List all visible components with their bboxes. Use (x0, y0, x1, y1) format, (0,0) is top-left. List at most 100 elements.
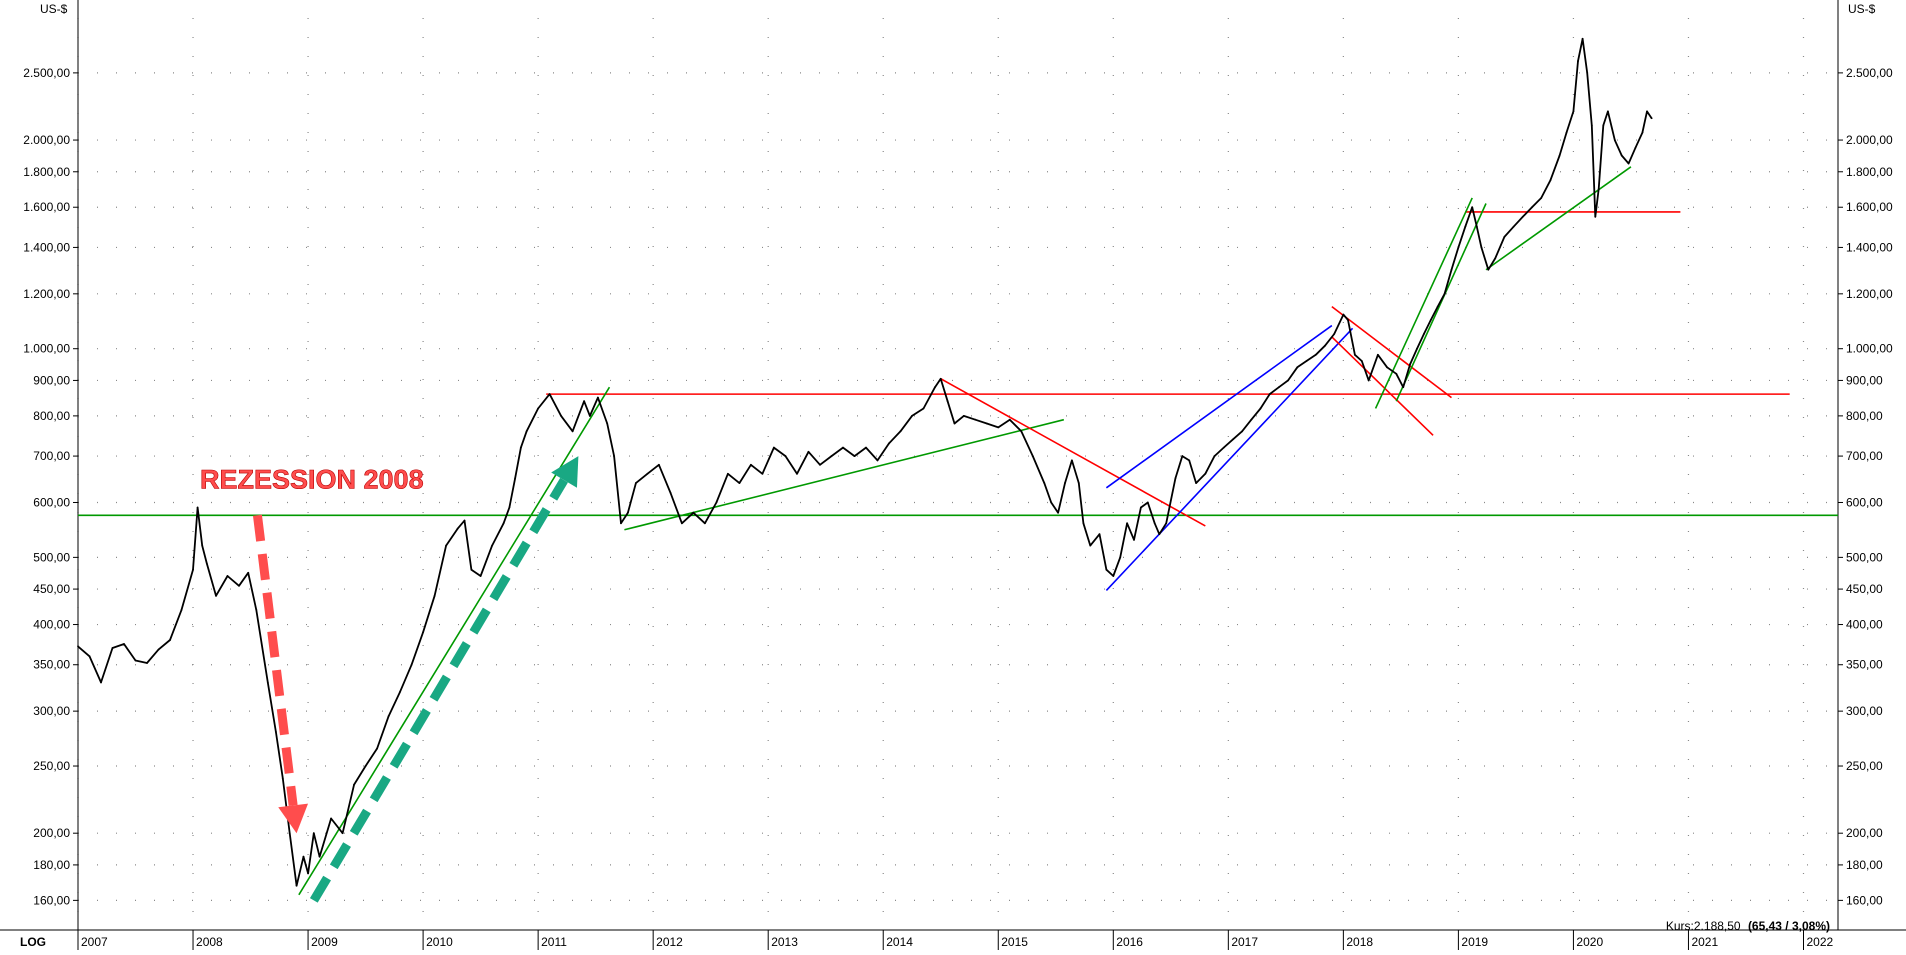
series-point-102 (1077, 482, 1080, 484)
y-tick-label-left-13: 1.000,00 (23, 342, 70, 356)
series-point-23 (295, 884, 298, 887)
trendlines (78, 166, 1838, 896)
series-point-108 (1119, 556, 1122, 559)
y-tick-label-left-11: 800,00 (33, 409, 70, 423)
series-point-122 (1222, 446, 1225, 449)
trendline-9 (1331, 336, 1434, 436)
series-point-87 (939, 377, 942, 380)
series-point-179 (1641, 131, 1644, 134)
y-tick-label-left-17: 1.800,00 (23, 165, 70, 179)
series-point-21 (281, 777, 284, 780)
series-point-167 (1577, 60, 1579, 62)
series-point-48 (525, 430, 528, 433)
series-point-169 (1586, 71, 1589, 74)
series-point-172 (1597, 188, 1600, 190)
series-point-34 (399, 690, 401, 693)
series-point-111 (1140, 506, 1142, 509)
y-tick-label-right-0: 160,00 (1846, 893, 1883, 907)
series-point-123 (1232, 438, 1234, 441)
x-tick-label-5: 2012 (656, 935, 683, 949)
y-tick-label-left-5: 350,00 (33, 658, 70, 672)
y-tick-label-right-7: 450,00 (1846, 582, 1883, 596)
series-point-152 (1464, 225, 1467, 228)
series-point-71 (761, 472, 764, 475)
series-point-53 (583, 400, 586, 403)
trendline-6 (1105, 324, 1333, 489)
series-point-109 (1126, 522, 1128, 525)
series-point-83 (899, 430, 902, 433)
series-point-75 (807, 450, 810, 453)
series-point-129 (1287, 379, 1290, 382)
x-tick-label-6: 2013 (771, 935, 798, 949)
series-point-52 (571, 430, 574, 433)
series-point-13 (205, 562, 208, 565)
annotation-rezession: REZESSION 2008 (200, 464, 424, 494)
series-point-116 (1174, 477, 1177, 480)
series-point-163 (1549, 179, 1552, 182)
series-point-128 (1278, 386, 1280, 389)
series-point-29 (341, 832, 344, 835)
series-point-132 (1314, 353, 1317, 356)
series-point-97 (1043, 482, 1046, 484)
y-unit-left: US-$ (40, 2, 68, 16)
series-point-158 (1503, 235, 1506, 238)
quote-price: Kurs:2.188,50 (1666, 919, 1741, 933)
series-point-11 (196, 506, 199, 509)
series-point-4 (123, 643, 125, 645)
series-point-119 (1195, 482, 1198, 484)
series-point-155 (1480, 246, 1483, 249)
series-point-60 (635, 482, 637, 484)
series-point-126 (1259, 407, 1262, 410)
series-point-46 (514, 477, 517, 480)
series-point-10 (192, 568, 194, 571)
series-point-120 (1204, 472, 1207, 475)
trendline-4 (624, 418, 1065, 531)
y-tick-label-right-8: 500,00 (1846, 550, 1883, 564)
series-point-86 (934, 386, 936, 389)
series-point-90 (962, 414, 965, 417)
series-point-45 (508, 506, 511, 509)
series-point-69 (738, 482, 741, 484)
series-point-70 (750, 463, 752, 466)
series-point-170 (1590, 124, 1593, 127)
x-tick-label-9: 2016 (1116, 935, 1143, 949)
y-tick-label-left-3: 250,00 (33, 759, 70, 773)
series-point-142 (1395, 372, 1398, 375)
series-point-175 (1613, 139, 1616, 141)
series-point-99 (1057, 511, 1059, 514)
arrow-shaft-1 (309, 477, 568, 903)
series-point-168 (1581, 37, 1584, 40)
series-point-125 (1250, 418, 1253, 421)
y-tick-label-right-1: 180,00 (1846, 858, 1883, 872)
series-point-138 (1360, 360, 1363, 362)
y-tick-label-right-6: 400,00 (1846, 618, 1883, 632)
series-point-130 (1296, 366, 1299, 369)
series-point-35 (410, 663, 413, 666)
y-tick-label-right-3: 250,00 (1846, 759, 1883, 773)
y-tick-label-right-5: 350,00 (1846, 658, 1883, 672)
y-tick-label-right-13: 1.000,00 (1846, 342, 1893, 356)
series-point-121 (1213, 455, 1216, 457)
y-tick-label-left-0: 160,00 (33, 893, 70, 907)
series-point-114 (1158, 533, 1161, 536)
series-point-146 (1422, 333, 1425, 335)
series-point-164 (1558, 154, 1561, 157)
series-point-74 (796, 472, 798, 475)
series-point-176 (1620, 154, 1623, 157)
series-point-103 (1082, 522, 1085, 525)
y-tick-label-right-18: 2.000,00 (1846, 133, 1893, 147)
series-point-143 (1402, 386, 1405, 389)
series-point-59 (626, 511, 629, 514)
series-point-9 (180, 608, 183, 611)
series-point-85 (922, 407, 925, 410)
series-point-2 (100, 681, 102, 684)
series-point-80 (865, 446, 867, 449)
series-point-72 (773, 446, 775, 449)
y-tick-label-right-15: 1.400,00 (1846, 240, 1893, 254)
series-point-171 (1594, 215, 1597, 218)
series-point-66 (704, 522, 706, 525)
series-point-30 (353, 783, 355, 786)
x-tick-label-1: 2008 (196, 935, 223, 949)
y-tick-label-left-18: 2.000,00 (23, 133, 70, 147)
